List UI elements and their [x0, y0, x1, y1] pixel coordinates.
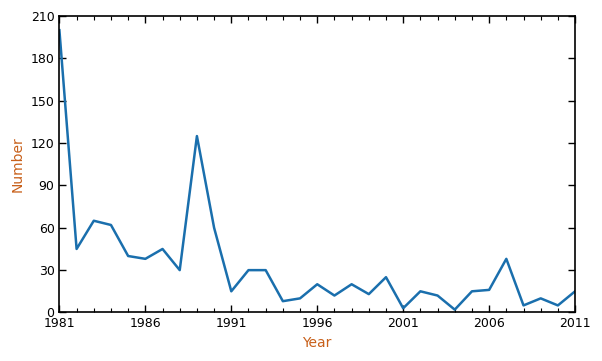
X-axis label: Year: Year: [303, 336, 332, 350]
Y-axis label: Number: Number: [11, 136, 25, 192]
